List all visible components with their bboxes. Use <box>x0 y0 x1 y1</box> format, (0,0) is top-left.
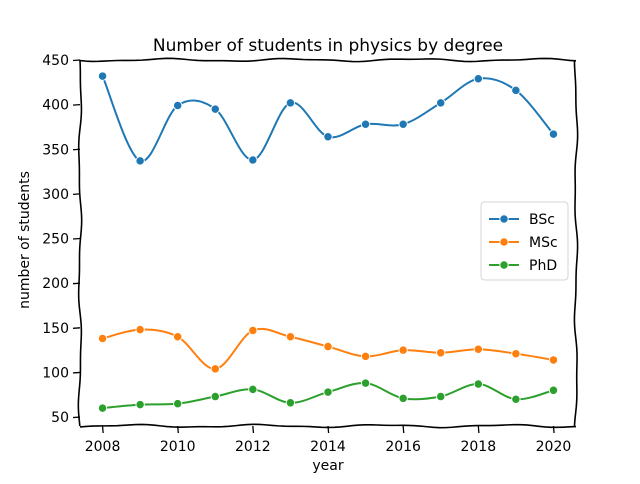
legend-marker-bsc <box>499 214 509 224</box>
data-point-bsc <box>210 104 220 114</box>
legend-label-phd: PhD <box>529 258 557 274</box>
y-axis-label: number of students <box>17 171 33 309</box>
y-tick-mark <box>72 371 81 374</box>
data-point-phd <box>248 384 258 395</box>
legend-label-bsc: BSc <box>529 212 555 228</box>
data-point-msc <box>285 332 296 342</box>
legend-label-msc: MSc <box>529 235 558 251</box>
x-tick-mark <box>552 425 555 434</box>
data-point-bsc <box>511 85 521 96</box>
data-point-phd <box>436 391 446 402</box>
y-tick-label: 450 <box>42 53 69 69</box>
data-point-msc <box>548 355 559 365</box>
y-tick-mark <box>72 103 81 106</box>
data-point-bsc <box>135 156 145 166</box>
x-axis-label: year <box>312 458 343 474</box>
axis-ticks: 2008 2010 2012 2014 2016 2018 2020 50 100 150 200 2… <box>42 53 571 455</box>
data-point-bsc <box>173 100 183 111</box>
data-point-phd <box>285 398 296 408</box>
data-point-msc <box>323 341 333 352</box>
data-point-bsc <box>285 98 296 108</box>
x-tick-mark <box>177 425 179 434</box>
y-tick-mark <box>72 148 81 151</box>
y-tick-label: 50 <box>51 410 69 426</box>
y-tick-label: 150 <box>42 321 69 337</box>
x-tick-mark <box>477 425 480 434</box>
x-tick-label: 2014 <box>310 439 346 455</box>
legend: BSc MSc PhD <box>480 201 569 281</box>
chart-title: Number of students in physics by degree <box>153 36 503 56</box>
series-phd <box>97 378 559 413</box>
data-point-phd <box>97 403 108 413</box>
y-tick-mark <box>72 193 81 196</box>
x-tick-label: 2008 <box>85 439 121 455</box>
x-tick-mark <box>252 425 255 434</box>
data-point-msc <box>173 332 183 342</box>
y-tick-mark <box>72 237 81 240</box>
series-bsc <box>97 71 559 166</box>
x-tick-label: 2020 <box>536 439 572 455</box>
data-point-msc <box>248 325 258 336</box>
data-point-msc <box>398 345 408 355</box>
data-point-phd <box>398 393 408 403</box>
y-tick-mark <box>72 327 81 329</box>
data-point-bsc <box>473 74 483 84</box>
data-point-phd <box>511 394 521 404</box>
y-tick-label: 100 <box>42 365 69 381</box>
series-layer <box>97 71 559 413</box>
data-point-phd <box>548 385 559 395</box>
data-point-bsc <box>97 71 108 81</box>
data-point-msc <box>97 333 108 344</box>
data-point-bsc <box>248 155 258 165</box>
data-point-bsc <box>436 98 446 108</box>
x-tick-label: 2012 <box>235 439 271 455</box>
x-tick-mark <box>101 425 104 434</box>
axis-left-spine <box>77 59 83 427</box>
y-tick-label: 300 <box>42 187 69 203</box>
data-point-msc <box>473 344 483 354</box>
y-tick-label: 400 <box>42 98 69 114</box>
data-point-bsc <box>360 119 371 129</box>
legend-marker-msc <box>499 237 509 247</box>
data-point-msc <box>210 364 220 374</box>
data-point-phd <box>210 391 220 402</box>
y-tick-label: 200 <box>42 276 69 292</box>
data-point-msc <box>436 348 446 358</box>
x-tick-label: 2016 <box>385 439 421 455</box>
data-point-bsc <box>323 132 333 142</box>
data-point-bsc <box>548 129 559 139</box>
series-msc <box>97 324 559 374</box>
data-point-bsc <box>398 119 408 129</box>
legend-entry-phd: PhD <box>489 258 557 274</box>
legend-marker-phd <box>499 260 509 270</box>
y-tick-mark <box>72 282 81 285</box>
x-tick-mark <box>327 425 330 434</box>
data-point-msc <box>360 351 371 362</box>
data-point-msc <box>511 349 521 359</box>
data-point-phd <box>323 387 333 397</box>
y-tick-label: 350 <box>42 142 69 158</box>
y-tick-mark <box>72 59 81 62</box>
axis-top-spine <box>79 57 577 63</box>
legend-entry-bsc: BSc <box>489 212 555 228</box>
y-tick-mark <box>72 416 81 419</box>
legend-entry-msc: MSc <box>489 235 558 251</box>
axis-right-spine <box>573 59 579 427</box>
y-tick-label: 250 <box>42 232 69 248</box>
data-point-msc <box>135 324 145 335</box>
x-tick-label: 2018 <box>460 439 496 455</box>
x-tick-label: 2010 <box>160 439 196 455</box>
x-tick-mark <box>402 425 405 434</box>
series-line-bsc <box>101 75 555 162</box>
data-point-phd <box>360 378 371 388</box>
data-point-phd <box>473 379 483 389</box>
data-point-phd <box>135 399 145 410</box>
data-point-phd <box>173 399 183 409</box>
